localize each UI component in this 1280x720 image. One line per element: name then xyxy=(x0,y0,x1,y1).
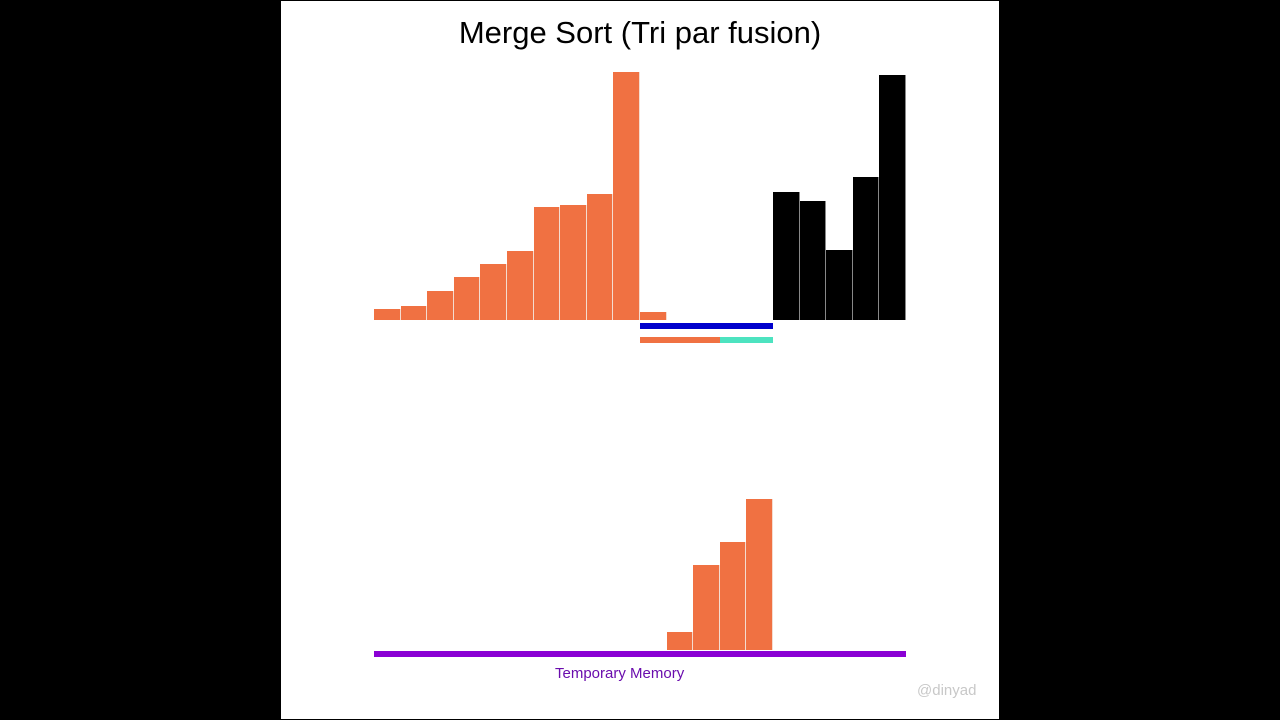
bar xyxy=(586,194,614,320)
bar xyxy=(427,291,454,320)
watermark: @dinyad xyxy=(917,682,977,699)
bar xyxy=(560,205,587,320)
bar xyxy=(613,72,640,320)
bar xyxy=(374,309,401,320)
bar xyxy=(693,565,720,650)
bar xyxy=(879,75,906,320)
bar xyxy=(746,499,773,650)
bar xyxy=(640,312,667,320)
bar xyxy=(799,201,827,320)
left-half-indicator xyxy=(640,337,720,343)
merge-range-indicator xyxy=(640,323,773,329)
bar xyxy=(507,251,534,320)
temporary-memory-baseline xyxy=(374,651,906,657)
chart-title: Merge Sort (Tri par fusion) xyxy=(458,15,822,50)
bar xyxy=(480,264,507,320)
bar xyxy=(533,207,561,320)
bar xyxy=(400,306,428,320)
temporary-memory-label: Temporary Memory xyxy=(555,665,685,682)
visualization-panel xyxy=(281,1,999,719)
bar xyxy=(719,542,747,650)
bar xyxy=(453,277,481,320)
right-half-indicator xyxy=(720,337,773,343)
bar xyxy=(826,250,853,320)
bar xyxy=(773,192,800,320)
bar xyxy=(666,632,694,650)
bar xyxy=(852,177,880,320)
